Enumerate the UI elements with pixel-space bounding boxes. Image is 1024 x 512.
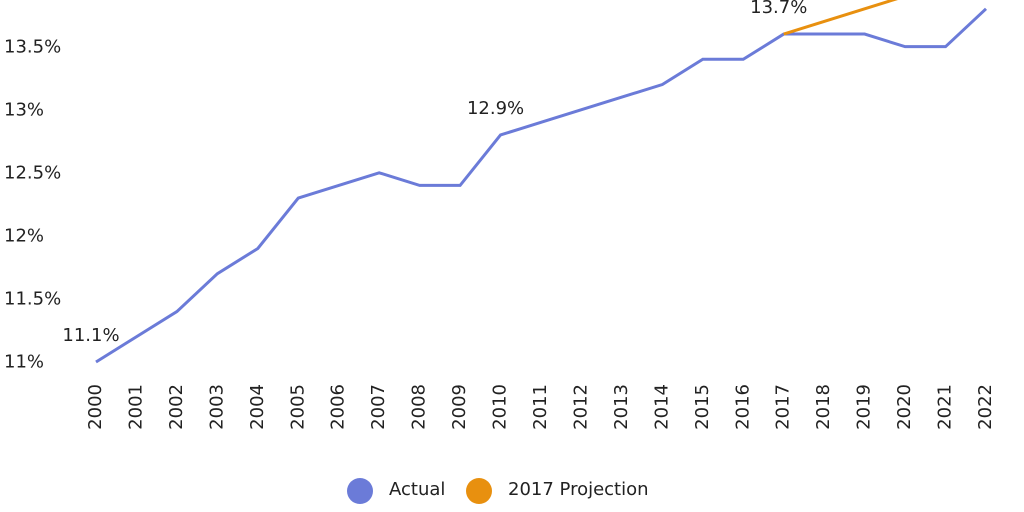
series-line — [783, 0, 898, 36]
legend-swatch — [347, 478, 373, 504]
x-tick-label: 2020 — [894, 384, 915, 430]
x-tick-label: 2003 — [206, 384, 227, 430]
y-tick-label: 13.5% — [4, 36, 61, 57]
x-tick-label: 2011 — [530, 384, 551, 430]
x-tick-label: 2007 — [368, 384, 389, 430]
x-tick-label: 2009 — [449, 384, 470, 430]
x-tick-label: 2008 — [409, 384, 430, 430]
x-tick-label: 2016 — [732, 384, 753, 430]
legend-label: 2017 Projection — [508, 479, 649, 500]
x-tick-label: 2004 — [247, 384, 268, 430]
x-tick-label: 2005 — [287, 384, 308, 430]
y-tick-label: 11.5% — [4, 289, 61, 310]
y-tick-label: 11% — [4, 352, 44, 373]
legend-label: Actual — [389, 479, 445, 500]
x-tick-label: 2001 — [125, 384, 146, 430]
y-tick-label: 12.5% — [4, 162, 61, 183]
legend-swatch — [466, 478, 492, 504]
x-tick-label: 2022 — [975, 384, 996, 430]
x-tick-label: 2021 — [935, 384, 956, 430]
value-label: 12.9% — [467, 98, 524, 119]
x-tick-label: 2014 — [651, 384, 672, 430]
x-tick-label: 2010 — [490, 384, 511, 430]
x-tick-label: 2015 — [692, 384, 713, 430]
x-tick-label: 2013 — [611, 384, 632, 430]
x-tick-label: 2012 — [570, 384, 591, 430]
value-label: 13.7% — [750, 0, 807, 18]
x-tick-label: 2000 — [85, 384, 106, 430]
series-line — [95, 7, 988, 364]
value-label: 11.1% — [62, 325, 119, 346]
x-tick-label: 2017 — [773, 384, 794, 430]
x-tick-label: 2019 — [854, 384, 875, 430]
x-tick-label: 2006 — [328, 384, 349, 430]
y-tick-label: 12% — [4, 225, 44, 246]
x-tick-label: 2002 — [166, 384, 187, 430]
x-tick-label: 2018 — [813, 384, 834, 430]
y-tick-label: 13% — [4, 99, 44, 120]
